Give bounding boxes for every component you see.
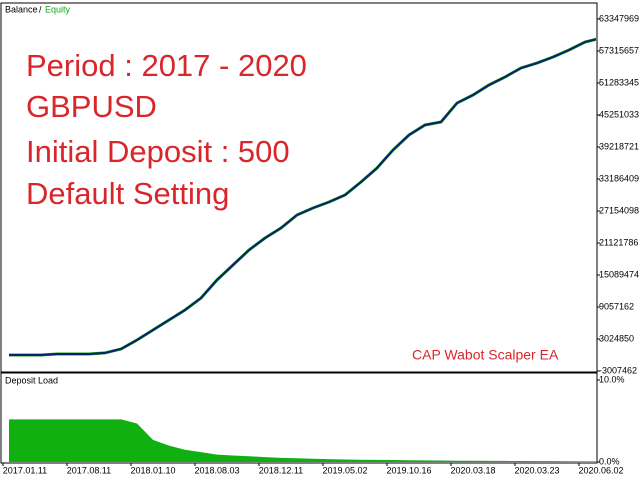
watermark: CAP Wabot Scalper EA xyxy=(412,347,559,363)
y-tick-label: -3007462 xyxy=(599,365,637,375)
y-tick-label: 15089474 xyxy=(599,269,639,279)
y-tick-label: 0.0% xyxy=(599,456,620,466)
y-tick-label: 3024850 xyxy=(599,333,634,343)
legend-equity: Equity xyxy=(45,4,71,14)
x-tick-label: 2019.05.02 xyxy=(322,465,367,475)
y-tick-label: 33186409 xyxy=(599,173,639,183)
y-tick-label: 9057162 xyxy=(599,301,634,311)
legend-balance: Balance xyxy=(5,4,38,14)
x-tick-label: 2020.06.02 xyxy=(578,465,623,475)
annotation: GBPUSD xyxy=(26,89,157,124)
y-tick-label: 51283345 xyxy=(599,77,639,87)
x-tick-label: 2017.08.11 xyxy=(67,465,111,475)
main-panel xyxy=(0,2,598,373)
y-tick-label: 39218721 xyxy=(599,141,639,151)
y-tick-label: 57315657 xyxy=(599,45,639,55)
series-line xyxy=(9,38,596,356)
annotation: Initial Deposit : 500 xyxy=(26,134,290,169)
y-tick-label: 10.0% xyxy=(599,374,625,384)
x-tick-label: 2020.03.23 xyxy=(514,465,559,475)
load-area xyxy=(9,419,596,462)
x-tick-label: 2019.10.16 xyxy=(386,465,431,475)
x-tick-label: 2018.08.03 xyxy=(194,465,239,475)
x-tick-label: 2018.12.11 xyxy=(259,465,303,475)
y-tick-label: 27154098 xyxy=(599,205,639,215)
annotation: Period : 2017 - 2020 xyxy=(26,48,307,83)
annotation: Default Setting xyxy=(26,176,229,211)
y-tick-label: 21121786 xyxy=(599,237,638,247)
legend-sep: / xyxy=(39,4,42,14)
y-tick-label: 63347969 xyxy=(599,13,639,23)
y-tick-label: 45251033 xyxy=(599,109,639,119)
x-tick-label: 2017.01.11 xyxy=(3,465,47,475)
x-tick-label: 2020.03.18 xyxy=(450,465,495,475)
x-tick-label: 2018.01.10 xyxy=(130,465,175,475)
panel-title: Deposit Load xyxy=(5,375,58,385)
